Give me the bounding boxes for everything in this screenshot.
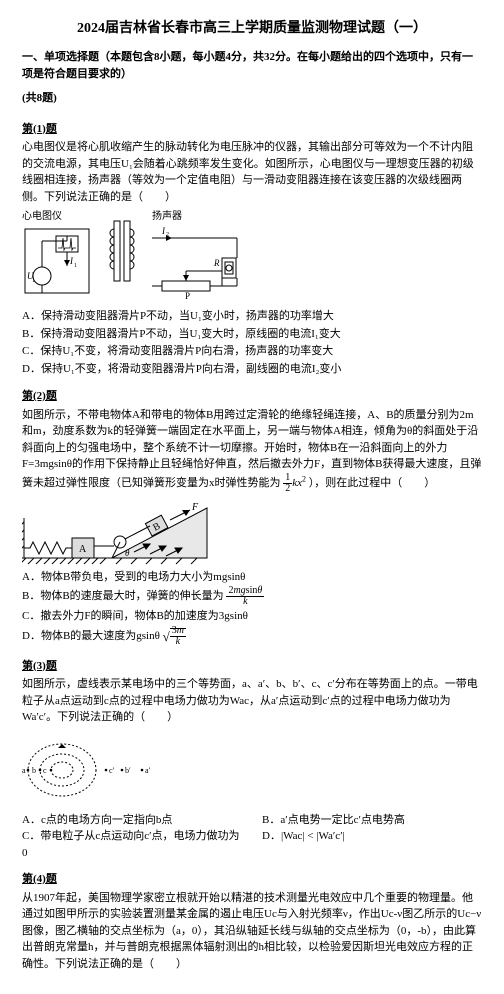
q1-opt-c: C．保持U₁不变，将滑动变阻器滑片P向右滑，扬声器的功率变大 xyxy=(22,343,482,360)
q2-opt-d: D．物体B的最大速度为gsinθ √3mk xyxy=(22,626,482,647)
svg-text:c′: c′ xyxy=(109,766,115,775)
svg-text:a′: a′ xyxy=(145,766,151,775)
q1-head: 第(1)题 xyxy=(22,121,57,138)
q1-transformer xyxy=(102,209,142,304)
q2-frac-d: 3mk xyxy=(170,626,186,647)
q3-opt-a: A．c点的电场方向一定指向b点 xyxy=(22,812,242,829)
section-1-sub: (共8题) xyxy=(22,90,482,107)
svg-text:2: 2 xyxy=(166,232,169,238)
q2-frac-pe: 12 xyxy=(283,473,292,494)
q2-body-b: ），则在此过程中（ ） xyxy=(309,477,436,489)
q1-figure-row: 心电图仪 U 1 I 1 扬声器 xyxy=(22,209,482,304)
q1-fig-label-left: 心电图仪 xyxy=(22,209,92,224)
q1-options: A．保持滑动变阻器滑片P不动，当U₁变小时，扬声器的功率增大 B．保持滑动变阻器… xyxy=(22,308,482,377)
q3-opt-c: C．带电粒子从c点运动向c′点，电场力做功为0 xyxy=(22,828,242,861)
q2-figure: A B F θ xyxy=(22,498,212,568)
svg-text:R: R xyxy=(213,258,220,268)
page-title: 2024届吉林省长春市高三上学期质量监测物理试题（一） xyxy=(22,18,482,39)
q3-opt-d: D．|Wac| < |Wa′c′| xyxy=(262,828,482,861)
q3-opt-b: B．a′点电势一定比c′点电势高 xyxy=(262,812,482,829)
q1-circuit-left: U 1 I 1 xyxy=(22,226,92,301)
svg-text:A: A xyxy=(79,544,87,555)
q1-circuit-right: I 2 P R xyxy=(152,226,247,301)
q1-opt-a: A．保持滑动变阻器滑片P不动，当U₁变小时，扬声器的功率增大 xyxy=(22,308,482,325)
q3-head: 第(3)题 xyxy=(22,658,57,675)
q3-figure-row: c b a a′ b′ c′ xyxy=(22,730,482,808)
svg-text:θ: θ xyxy=(125,548,130,558)
svg-text:b: b xyxy=(32,766,36,775)
svg-text:a: a xyxy=(22,766,26,775)
q2-opt-b: B．物体B的速度最大时，弹簧的伸长量为 2mgsinθk xyxy=(22,586,482,607)
svg-text:c: c xyxy=(43,766,47,775)
q2-body: 如图所示，不带电物体A和带电的物体B用跨过定滑轮的绝缘轻绳连接，A、B的质量分别… xyxy=(22,407,482,494)
q3-options: A．c点的电场方向一定指向b点 B．a′点电势一定比c′点电势高 C．带电粒子从… xyxy=(22,812,482,862)
q2-frac-b: 2mgsinθk xyxy=(226,586,264,607)
svg-text:P: P xyxy=(185,291,190,301)
q3-body: 如图所示，虚线表示某电场中的三个等势面，a、a′、b、b′、c、c′分布在等势面… xyxy=(22,676,482,726)
section-1-heading: 一、单项选择题（本题包含8小题，每小题4分，共32分。在每小题给出的四个选项中，… xyxy=(22,49,482,82)
svg-text:F: F xyxy=(191,502,199,513)
q1-opt-b: B．保持滑动变阻器滑片P不动，当U₁变大时，原线圈的电流I₁变大 xyxy=(22,326,482,343)
q1-opt-d: D．保持U₁不变，将滑动变阻器滑片P向右滑，副线圈的电流I₂变小 xyxy=(22,361,482,378)
q1-fig-label-right: 扬声器 xyxy=(152,209,247,224)
q2-head: 第(2)题 xyxy=(22,388,57,405)
q4-body: 从1907年起，美国物理学家密立根就开始以精湛的技术测量光电效应中几个重要的物理… xyxy=(22,890,482,973)
q2-opt-c: C．撤去外力F的瞬间，物体B的加速度为3gsinθ xyxy=(22,608,482,625)
svg-text:1: 1 xyxy=(32,278,35,284)
q1-body: 心电图仪是将心肌收缩产生的脉动转化为电压脉冲的仪器，其输出部分可等效为一个不计内… xyxy=(22,139,482,205)
q2-opt-a: A．物体B带负电，受到的电场力大小为mgsinθ xyxy=(22,569,482,586)
svg-text:1: 1 xyxy=(74,263,77,269)
q4-head: 第(4)题 xyxy=(22,871,57,888)
svg-text:b′: b′ xyxy=(125,766,131,775)
q2-options: A．物体B带负电，受到的电场力大小为mgsinθ B．物体B的速度最大时，弹簧的… xyxy=(22,569,482,647)
q3-figure: c b a a′ b′ c′ xyxy=(22,730,162,808)
